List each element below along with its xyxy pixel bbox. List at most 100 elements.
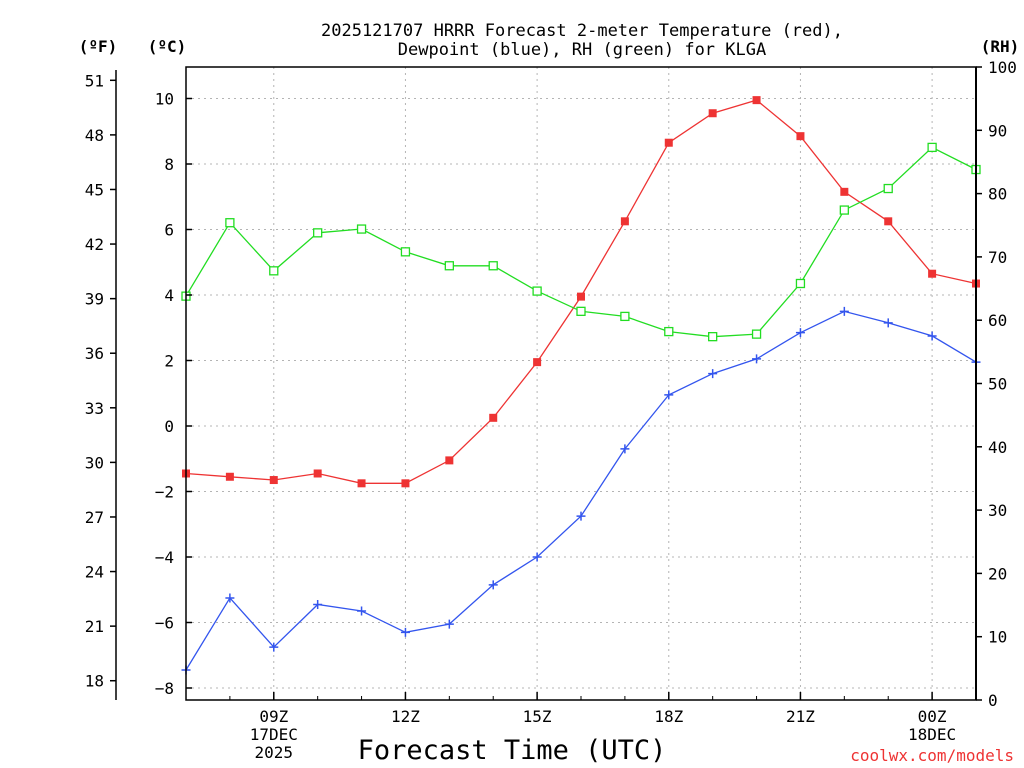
celsius-unit-label: (ºC) <box>148 37 187 56</box>
2-meter-temperature-point <box>489 413 498 422</box>
celsius-tick-label: −4 <box>155 548 174 567</box>
x-tick-label: 18DEC <box>908 725 956 744</box>
2-meter-temperature-point <box>225 472 234 481</box>
celsius-tick-label: −2 <box>155 483 174 502</box>
axes <box>115 66 977 701</box>
rh-point <box>313 228 323 238</box>
fahrenheit-tick-label: 18 <box>85 672 104 691</box>
rh-point <box>839 205 849 215</box>
dewpoint-point <box>313 599 323 609</box>
2-meter-temperature-point <box>620 217 629 226</box>
2-meter-temperature-point <box>533 358 542 367</box>
rh-tick-label: 40 <box>988 438 1007 457</box>
x-tick-label: 00Z <box>918 707 947 726</box>
fahrenheit-tick-label: 42 <box>85 235 104 254</box>
rh-tick-label: 100 <box>988 58 1017 77</box>
fahrenheit-tick-label: 33 <box>85 399 104 418</box>
2-meter-temperature-point <box>313 469 322 478</box>
celsius-tick-label: 10 <box>155 90 174 109</box>
rh-tick-label: 70 <box>988 248 1007 267</box>
rh-tick-label: 10 <box>988 628 1007 647</box>
2-meter-temperature-point <box>577 292 585 301</box>
dewpoint-point <box>444 619 454 629</box>
dewpoint-point <box>927 331 937 341</box>
fahrenheit-tick-label: 30 <box>85 453 104 472</box>
rh-point <box>225 218 235 228</box>
x-tick-label: 09Z <box>259 707 288 726</box>
x-tick-label: 15Z <box>523 707 552 726</box>
fahrenheit-tick-label: 39 <box>85 290 104 309</box>
rh-point <box>795 278 806 289</box>
series-layer <box>181 96 981 675</box>
rh-point <box>664 326 674 337</box>
x-tick-label: 21Z <box>786 707 815 726</box>
celsius-tick-label: −8 <box>155 679 174 698</box>
dewpoint-point <box>752 354 762 364</box>
dewpoint-point <box>225 593 235 603</box>
dewpoint-point <box>269 642 279 652</box>
rh-point <box>708 332 718 342</box>
fahrenheit-tick-label: 51 <box>85 71 104 90</box>
dewpoint-point <box>795 328 805 338</box>
chart-title-line1: 2025121707 HRRR Forecast 2-meter Tempera… <box>321 21 843 41</box>
rh-tick-label: 30 <box>988 501 1007 520</box>
dewpoint-point <box>839 306 849 316</box>
rh-point <box>356 224 367 234</box>
fahrenheit-tick-label: 24 <box>85 563 104 582</box>
rh-point <box>532 286 542 296</box>
celsius-tick-label: 8 <box>164 155 174 174</box>
rh-unit-label: (RH) <box>981 37 1020 56</box>
rh-point <box>883 183 893 194</box>
gridlines <box>186 67 976 700</box>
rh-point <box>620 311 630 322</box>
rh-point <box>444 261 454 271</box>
fahrenheit-unit-label: (ºF) <box>79 37 118 56</box>
fahrenheit-tick-label: 48 <box>85 126 104 145</box>
rh-point <box>576 306 586 316</box>
fahrenheit-tick-label: 27 <box>85 508 104 527</box>
celsius-tick-label: −6 <box>155 614 174 633</box>
2-meter-temperature-point <box>796 132 805 141</box>
celsius-tick-label: 4 <box>164 286 174 305</box>
rh-tick-label: 0 <box>988 691 998 710</box>
2-meter-temperature-point <box>269 476 278 485</box>
fahrenheit-tick-label: 45 <box>85 180 104 199</box>
2-meter-temperature-point <box>401 479 410 488</box>
celsius-tick-label: 2 <box>164 352 174 371</box>
2-meter-temperature-point <box>445 456 454 465</box>
tick-labels: 1086420−2−4−6−85148454239363330272421181… <box>85 58 1017 762</box>
dewpoint-line <box>185 310 977 671</box>
x-tick-label: 17DEC <box>250 725 298 744</box>
x-tick-label: 12Z <box>391 707 420 726</box>
rh-point <box>400 247 411 257</box>
rh-tick-label: 50 <box>988 375 1007 394</box>
plot-frame <box>185 66 977 701</box>
credit-text: coolwx.com/models <box>850 746 1014 765</box>
rh-tick-label: 80 <box>988 185 1007 204</box>
dewpoint-point <box>576 511 586 521</box>
2-meter-temperature-line <box>185 99 977 484</box>
x-tick-label: 2025 <box>255 743 294 762</box>
dewpoint-point <box>488 580 498 590</box>
rh-point <box>927 142 937 153</box>
rh-tick-label: 60 <box>988 311 1007 330</box>
chart-title-line2: Dewpoint (blue), RH (green) for KLGA <box>398 40 766 60</box>
fahrenheit-tick-label: 21 <box>85 617 104 636</box>
dewpoint-point <box>400 627 410 637</box>
celsius-tick-label: 6 <box>164 221 174 240</box>
2-meter-temperature-point <box>752 96 761 105</box>
2-meter-temperature-point <box>708 109 717 118</box>
2-meter-temperature-point <box>357 479 366 488</box>
2-meter-temperature-point <box>928 269 937 278</box>
dewpoint-point <box>532 552 542 562</box>
2-meter-temperature-point <box>840 187 849 196</box>
dewpoint-point <box>883 318 893 328</box>
2-meter-temperature-point <box>664 138 673 147</box>
x-axis-title: Forecast Time (UTC) <box>358 735 667 766</box>
dewpoint-point <box>357 606 367 616</box>
celsius-tick-label: 0 <box>164 417 174 436</box>
rh-point <box>269 266 279 276</box>
rh-tick-label: 20 <box>988 564 1007 583</box>
2-meter-temperature-point <box>884 217 893 226</box>
